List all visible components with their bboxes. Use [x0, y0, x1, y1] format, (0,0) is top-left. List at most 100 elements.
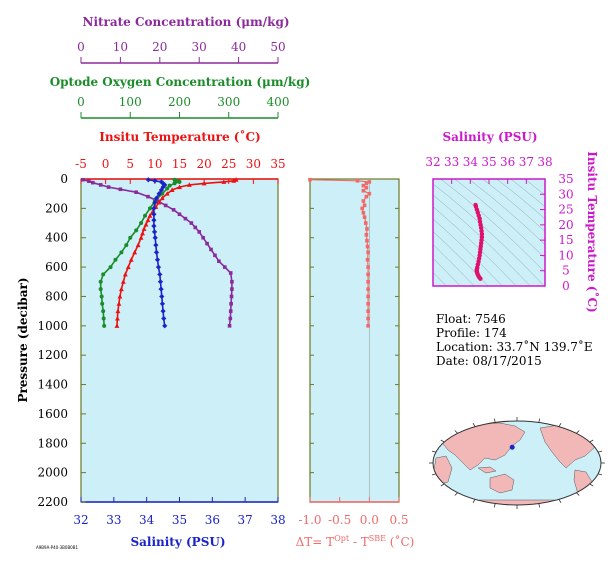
ts-isopycnal-line: [468, 179, 545, 245]
delta-t-point: [365, 227, 369, 231]
delta-t-point: [366, 272, 370, 277]
map-rim-tick: [431, 473, 436, 476]
salinity-point: [161, 315, 167, 322]
salinity-point: [153, 242, 159, 248]
ts-y-tick-label: 25: [558, 203, 573, 217]
oxygen-point: [102, 323, 107, 328]
temperature-tick-label: 0: [102, 157, 110, 171]
nitrate-point: [163, 203, 168, 208]
delta-t-point: [366, 301, 370, 306]
delta-t-chart: -1.0 -0.5 0.0 0.5 ΔT= TOpt - TSBE (˚C): [296, 177, 415, 549]
nitrate-point: [205, 241, 209, 246]
nitrate-point: [201, 235, 205, 240]
delta-t-point: [362, 215, 367, 219]
oxygen-point: [99, 294, 104, 299]
temperature-point: [169, 187, 175, 193]
oxygen-point: [100, 301, 105, 306]
salinity-point: [158, 187, 165, 193]
oxygen-tick-label: 400: [267, 95, 290, 109]
delta-t-axis-title-part: ΔT= T: [296, 535, 335, 549]
nitrate-tick-label: 20: [152, 40, 167, 54]
pressure-tick-label: 1400: [37, 378, 68, 392]
temperature-tick-label: 15: [172, 157, 187, 171]
salinity-point: [151, 229, 158, 235]
ts-x-tick-label: 33: [444, 155, 459, 169]
temperature-tick-label: 30: [246, 157, 261, 171]
nitrate-tick-label: 40: [231, 40, 246, 54]
temperature-point: [221, 179, 227, 184]
delta-t-point: [366, 309, 370, 313]
nitrate-point: [87, 179, 91, 184]
oxygen-point: [177, 179, 182, 184]
delta-t-point: [366, 265, 370, 269]
map-rim-tick: [598, 473, 603, 476]
temperature-point: [143, 221, 149, 227]
pressure-tick-label: 800: [45, 289, 68, 303]
pressure-tick-label: 1000: [37, 319, 68, 333]
nitrate-tick-label: 10: [113, 40, 128, 54]
nitrate-point: [189, 221, 194, 225]
delta-t-point: [361, 188, 366, 193]
salinity-point: [162, 323, 168, 329]
salinity-tick-label: 34: [139, 513, 155, 527]
map-rim-tick: [589, 483, 594, 487]
delta-t-axis-title: ΔT= TOpt - TSBE (˚C): [296, 534, 415, 549]
salinity-point: [151, 211, 157, 217]
temperature-point: [156, 199, 162, 205]
temperature-point: [231, 178, 237, 183]
oxygen-point: [113, 257, 118, 262]
delta-t-point: [355, 178, 360, 183]
delta-t-point: [365, 257, 370, 262]
ts-x-tick-label: 35: [481, 155, 496, 169]
nitrate-point: [229, 294, 234, 299]
map-rim-tick: [454, 430, 458, 434]
map-rim-tick: [598, 450, 603, 453]
oxygen-point: [134, 228, 139, 233]
oxygen-point: [139, 221, 144, 226]
nitrate-point: [81, 177, 85, 182]
delta-t-point: [366, 324, 370, 328]
delta-t-point: [364, 181, 369, 186]
delta-t-axis-title-part: - T: [349, 535, 369, 549]
salinity-tick-label: 32: [73, 513, 88, 527]
oxygen-point: [160, 191, 165, 196]
delta-t-point: [361, 183, 366, 188]
pressure-tick-label: 200: [45, 201, 68, 215]
temperature-point: [159, 195, 165, 201]
pressure-tick-label: 2200: [37, 495, 68, 509]
salinity-point: [158, 286, 164, 292]
delta-t-point: [366, 279, 370, 284]
nitrate-point: [228, 316, 233, 321]
temperature-point: [117, 293, 123, 299]
nitrate-point: [171, 208, 176, 212]
temperature-point: [145, 217, 151, 223]
temperature-tick-label: -5: [75, 157, 87, 171]
ts-y-tick-label: 5: [562, 264, 570, 278]
map-rim-tick: [431, 450, 436, 453]
delta-t-point: [366, 250, 370, 255]
ts-x-tick-label: 34: [463, 155, 479, 169]
salinity-axis-title: Salinity (PSU): [130, 535, 225, 549]
temperature-point: [147, 213, 153, 218]
temperature-point: [115, 308, 121, 314]
temperature-point: [138, 235, 144, 240]
pressure-tick-label: 600: [45, 260, 68, 274]
delta-t-axis-title-part: SBE: [369, 534, 386, 543]
ts-plot-area: [433, 179, 545, 286]
nitrate-point: [118, 187, 123, 192]
nitrate-point: [156, 199, 160, 203]
oxygen-point: [165, 186, 170, 191]
nitrate-point: [230, 287, 234, 291]
float-id: Float: 7546: [436, 312, 506, 326]
nitrate-point: [228, 309, 233, 313]
delta-t-point: [364, 186, 369, 190]
temperature-point: [164, 191, 170, 196]
temperature-point: [141, 226, 147, 231]
map-rim-tick: [538, 418, 541, 423]
ts-x-tick-label: 32: [425, 155, 440, 169]
delta-t-point: [367, 180, 372, 184]
delta-t-tick-label: 0.5: [389, 513, 408, 527]
float-location-marker: [509, 444, 515, 450]
temperature-point: [115, 315, 120, 321]
salinity-point: [151, 223, 157, 229]
